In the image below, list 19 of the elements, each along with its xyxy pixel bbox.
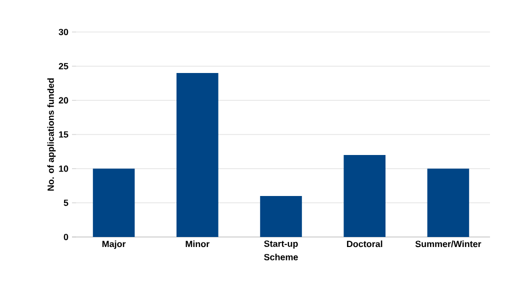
y-axis-title: No. of applications funded bbox=[47, 78, 56, 191]
bar bbox=[92, 168, 135, 237]
y-tick-label: 30 bbox=[58, 28, 68, 36]
x-tick-label: Major bbox=[102, 240, 126, 249]
y-tick-label: 10 bbox=[59, 165, 68, 172]
bar bbox=[427, 168, 470, 237]
x-tick-label: Start-up bbox=[264, 240, 298, 249]
y-tick-label: 20 bbox=[58, 97, 68, 104]
bar bbox=[260, 196, 302, 237]
y-tick-label: 5 bbox=[64, 200, 68, 206]
x-tick-label: Minor bbox=[186, 240, 210, 248]
y-tick-label: 25 bbox=[58, 62, 68, 70]
x-tick-label: Doctoral bbox=[347, 240, 382, 248]
x-axis-title: Scheme bbox=[264, 254, 298, 260]
x-tick-label: Summer/Winter bbox=[415, 240, 482, 248]
bar bbox=[344, 155, 386, 237]
y-tick-label: 15 bbox=[59, 131, 68, 138]
y-tick-label: 0 bbox=[64, 234, 68, 240]
bar bbox=[176, 73, 218, 237]
